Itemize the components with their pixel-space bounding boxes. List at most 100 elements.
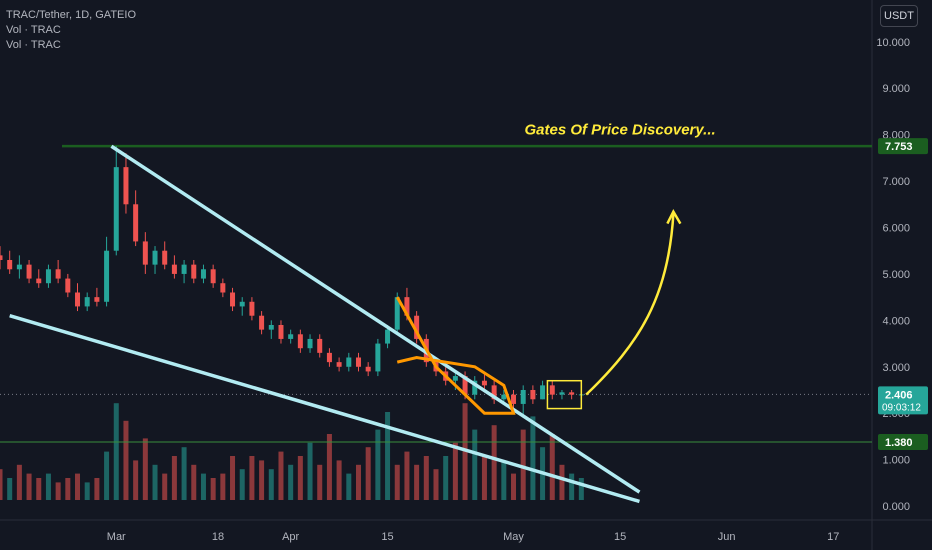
candle-body — [414, 315, 420, 339]
candle-body — [346, 357, 352, 367]
volume-bar — [191, 464, 197, 500]
volume-bar — [55, 482, 61, 500]
volume-bar — [45, 473, 51, 500]
consolidation-box — [546, 379, 583, 410]
candle-body — [94, 297, 100, 302]
volume-bar — [113, 403, 119, 500]
candle-body — [191, 264, 197, 279]
volume-bar — [142, 438, 148, 500]
candle-body — [297, 334, 303, 349]
candle-body — [171, 264, 177, 274]
volume-bar — [162, 473, 168, 500]
candle-body — [336, 362, 342, 367]
volume-bar — [0, 469, 3, 500]
volume-bar — [16, 464, 22, 500]
volume-bar — [7, 478, 13, 500]
annotation-text: Gates Of Price Discovery... — [524, 122, 715, 139]
candle-body — [452, 376, 458, 381]
y-tick-label: 4.000 — [882, 315, 910, 327]
candle-body — [181, 264, 187, 274]
candle-body — [45, 269, 51, 284]
candle-body — [239, 301, 245, 307]
y-tick-label: 3.000 — [882, 362, 910, 374]
volume-bars — [0, 403, 584, 500]
volume-bar — [297, 456, 303, 500]
candles — [0, 146, 584, 418]
volume-bar — [26, 473, 32, 500]
candle-body — [385, 329, 391, 344]
volume-bar — [501, 460, 507, 500]
indicator-label-1[interactable]: Vol · TRAC — [6, 24, 61, 36]
candle-body — [55, 269, 61, 279]
y-tick-label: 0.000 — [882, 501, 910, 513]
candle-body — [230, 292, 236, 307]
candle-body — [491, 385, 497, 400]
candle-body — [36, 278, 42, 284]
volume-bar — [375, 429, 381, 500]
x-tick-label: Apr — [282, 531, 299, 543]
candle-body — [288, 334, 294, 339]
candle-body — [220, 283, 226, 293]
volume-bar — [481, 456, 487, 500]
volume-bar — [511, 473, 517, 500]
volume-bar — [346, 473, 352, 500]
symbol-label[interactable]: TRAC/Tether, 1D, GATEIO — [6, 9, 136, 21]
volume-bar — [559, 464, 565, 500]
price-label-countdown: 09:03:12 — [882, 402, 921, 413]
candle-body — [278, 325, 284, 339]
volume-bar — [452, 442, 458, 500]
volume-bar — [210, 478, 216, 500]
volume-bar — [171, 456, 177, 500]
volume-bar — [278, 451, 284, 500]
candle-body — [462, 376, 468, 395]
candle-body — [307, 338, 313, 349]
y-tick-label: 7.000 — [882, 176, 910, 188]
y-tick-label: 9.000 — [882, 83, 910, 95]
candle-body — [569, 392, 575, 395]
currency-button[interactable]: USDT — [880, 5, 918, 27]
candle-body — [559, 392, 565, 395]
y-tick-label: 6.000 — [882, 223, 910, 235]
volume-bar — [365, 447, 371, 500]
volume-bar — [65, 478, 71, 500]
chart-legend: TRAC/Tether, 1D, GATEIO Vol · TRAC Vol ·… — [6, 8, 136, 53]
candle-body — [65, 278, 71, 293]
candle-body — [259, 315, 265, 330]
candle-body — [200, 269, 206, 279]
volume-bar — [133, 460, 139, 500]
candle-body — [472, 380, 478, 395]
volume-bar — [578, 478, 584, 500]
volume-bar — [549, 434, 555, 500]
breakout-arrow — [585, 213, 675, 396]
orange-wedge-drawing — [395, 296, 516, 415]
volume-bar — [385, 412, 391, 500]
indicator-label-2[interactable]: Vol · TRAC — [6, 39, 61, 51]
candle-body — [7, 260, 13, 270]
price-label-bg — [878, 434, 928, 450]
volume-bar — [569, 473, 575, 500]
wedge-lower-trendline — [9, 314, 640, 504]
x-tick-label: May — [503, 531, 524, 543]
candle-body — [26, 264, 32, 279]
candle-body — [511, 394, 517, 404]
price-label-text: 7.753 — [885, 141, 913, 153]
volume-bar — [94, 478, 100, 500]
wedge-upper-trendline — [110, 144, 641, 494]
volume-bar — [530, 416, 536, 500]
candle-body — [540, 385, 546, 400]
price-label-bg — [878, 386, 928, 415]
candle-body — [162, 250, 168, 265]
volume-bar — [181, 447, 187, 500]
volume-bar — [249, 456, 255, 500]
volume-bar — [307, 442, 313, 500]
volume-bar — [491, 425, 497, 500]
volume-bar — [36, 478, 42, 500]
volume-bar — [404, 451, 410, 500]
candle-body — [75, 292, 81, 307]
x-tick-label: Mar — [107, 531, 126, 543]
candle-body — [375, 343, 381, 372]
volume-bar — [84, 482, 90, 500]
y-tick-label: 1.000 — [882, 455, 910, 467]
